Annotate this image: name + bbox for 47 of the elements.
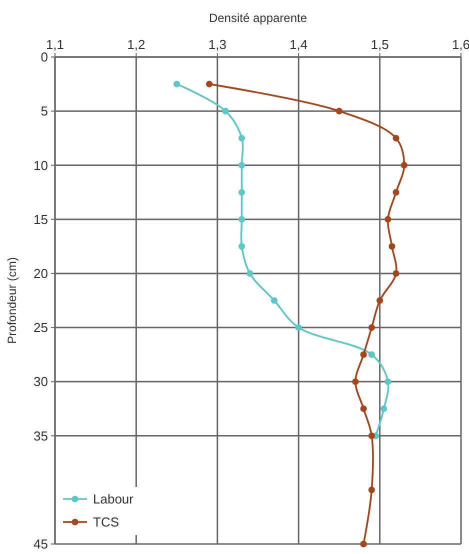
point (174, 80, 180, 88)
point (368, 324, 375, 331)
point (380, 405, 388, 412)
point (360, 540, 367, 548)
point (384, 378, 392, 385)
point (368, 486, 375, 494)
point (238, 162, 246, 169)
point (246, 270, 254, 277)
point (360, 405, 367, 412)
point (368, 351, 375, 358)
point (222, 108, 229, 114)
y-tick-label: 25 (34, 320, 48, 336)
point (238, 188, 246, 196)
legend-label: TCS (93, 514, 120, 530)
y-tick-label: 20 (34, 266, 48, 281)
point (238, 134, 246, 142)
x-tick-label: 1,2 (127, 37, 146, 52)
point (376, 297, 384, 304)
y-tick-label: 30 (34, 374, 48, 390)
point (336, 108, 342, 114)
point (392, 188, 400, 196)
point (384, 216, 392, 223)
y-tick-label: 45 (34, 536, 48, 552)
point (270, 297, 278, 304)
point (368, 432, 375, 440)
x-axis-title: Densité apparente (208, 11, 308, 25)
x-tick-label: 1,4 (290, 37, 308, 52)
point (392, 134, 400, 142)
point (238, 216, 246, 223)
legend-label: Labour (93, 492, 134, 507)
point (238, 243, 246, 250)
y-tick-label: 5 (40, 104, 48, 119)
x-tick-label: 1,3 (208, 37, 226, 52)
y-tick-label: 35 (34, 428, 48, 444)
x-tick-label: 1,1 (46, 37, 64, 52)
y-axis-title: Profondeur (cm) (5, 257, 19, 344)
y-tick-label: 0 (40, 50, 48, 65)
point (400, 162, 408, 169)
point (360, 351, 367, 358)
point (352, 378, 359, 385)
point (392, 270, 400, 277)
x-tick-label: 1,5 (370, 37, 389, 52)
y-tick-label: 15 (34, 212, 48, 227)
point (206, 80, 213, 88)
point (388, 243, 396, 250)
point (295, 324, 302, 331)
y-tick-label: 10 (34, 158, 48, 173)
